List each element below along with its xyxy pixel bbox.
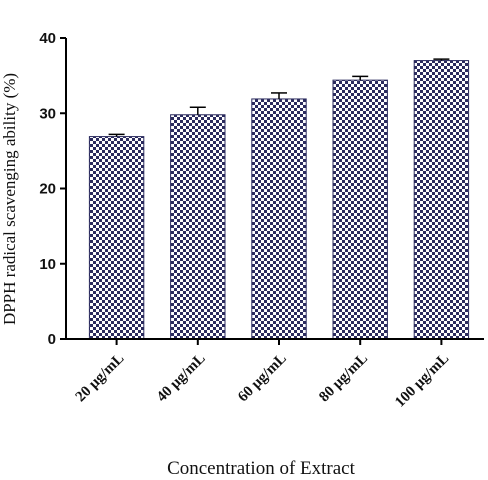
x-axis-label: Concentration of Extract (167, 458, 356, 479)
y-tick-label: 30 (39, 105, 56, 122)
error-bars-group (108, 58, 450, 137)
x-tick-label: 20 μg/mL (73, 351, 128, 406)
x-ticks-group: 20 μg/mL 40 μg/mL 60 μg/mL 80 μg/mL 100 μg/m… (73, 339, 452, 411)
y-tick-label: 10 (39, 256, 56, 273)
x-tick-label: 60 μg/mL (235, 351, 290, 406)
bar (332, 79, 388, 340)
y-axis-label: DPPH radical scavenging ability (%) (0, 73, 19, 325)
bar (88, 136, 145, 340)
bar (170, 114, 226, 340)
bar (251, 98, 307, 340)
y-tick-label: 40 (39, 30, 56, 47)
bars-group (88, 60, 470, 340)
y-tick-label: 0 (48, 331, 56, 348)
y-ticks-group: 0 10 20 30 40 (39, 30, 66, 348)
bar (413, 60, 470, 340)
y-tick-label: 20 (39, 181, 56, 198)
x-tick-label: 100 μg/mL (392, 351, 452, 411)
x-tick-label: 80 μg/mL (316, 351, 371, 406)
x-tick-label: 40 μg/mL (154, 351, 209, 406)
